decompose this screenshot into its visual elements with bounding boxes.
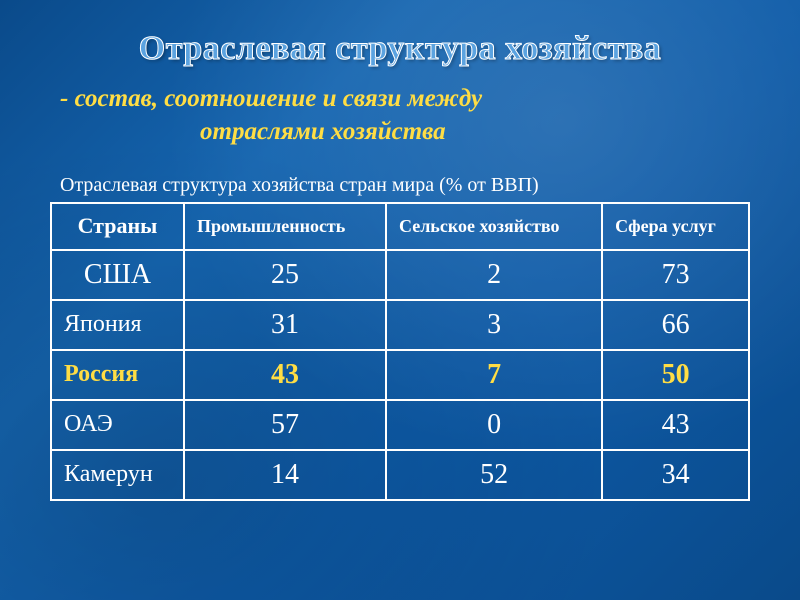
cell-services: 73: [602, 250, 749, 300]
col-header-agriculture: Сельское хозяйство: [386, 203, 602, 250]
table-row: Камерун 14 52 34: [51, 450, 749, 500]
col-header-industry: Промышленность: [184, 203, 386, 250]
cell-agriculture: 3: [386, 300, 602, 350]
cell-agriculture: 2: [386, 250, 602, 300]
table-row: ОАЭ 57 0 43: [51, 400, 749, 450]
cell-agriculture: 52: [386, 450, 602, 500]
cell-agriculture: 7: [386, 350, 602, 400]
economy-table: Страны Промышленность Сельское хозяйство…: [50, 202, 750, 501]
cell-country: ОАЭ: [51, 400, 184, 450]
cell-services: 66: [602, 300, 749, 350]
cell-country: Россия: [51, 350, 184, 400]
subtitle-line-2: отраслями хозяйства: [60, 116, 750, 149]
slide-title: Отраслевая структура хозяйства: [50, 30, 750, 68]
cell-industry: 57: [184, 400, 386, 450]
subtitle-line-1: - состав, соотношение и связи между: [60, 85, 482, 112]
cell-agriculture: 0: [386, 400, 602, 450]
cell-services: 34: [602, 450, 749, 500]
cell-country: США: [51, 250, 184, 300]
cell-country: Камерун: [51, 450, 184, 500]
cell-industry: 25: [184, 250, 386, 300]
table-caption: Отраслевая структура хозяйства стран мир…: [50, 173, 750, 197]
table-row: США 25 2 73: [51, 250, 749, 300]
cell-industry: 43: [184, 350, 386, 400]
cell-services: 43: [602, 400, 749, 450]
slide-container: Отраслевая структура хозяйства - состав,…: [0, 0, 800, 531]
table-row-highlighted: Россия 43 7 50: [51, 350, 749, 400]
slide-subtitle: - состав, соотношение и связи между отра…: [50, 83, 750, 148]
cell-industry: 31: [184, 300, 386, 350]
cell-country: Япония: [51, 300, 184, 350]
cell-industry: 14: [184, 450, 386, 500]
cell-services: 50: [602, 350, 749, 400]
table-body: США 25 2 73 Япония 31 3 66 Россия 43 7 5…: [51, 250, 749, 500]
table-row: Япония 31 3 66: [51, 300, 749, 350]
col-header-services: Сфера услуг: [602, 203, 749, 250]
table-header-row: Страны Промышленность Сельское хозяйство…: [51, 203, 749, 250]
col-header-country: Страны: [51, 203, 184, 250]
